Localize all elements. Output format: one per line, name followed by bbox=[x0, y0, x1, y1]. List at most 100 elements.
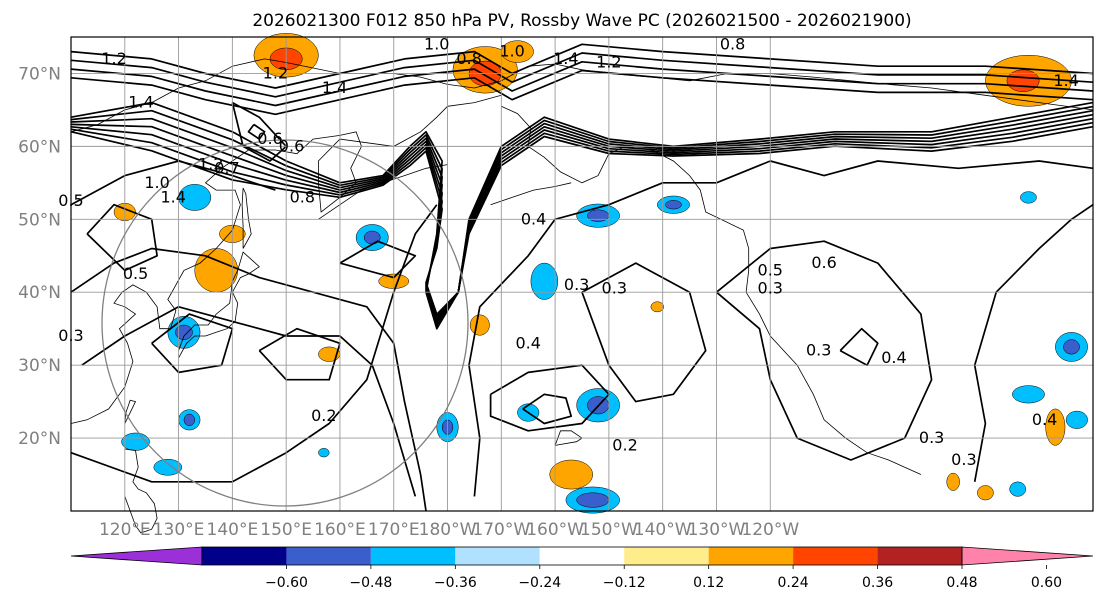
pv-contour bbox=[581, 262, 707, 403]
anomaly-patch bbox=[650, 301, 665, 313]
colorbar-tick-label: −0.12 bbox=[603, 575, 646, 591]
coastline bbox=[124, 399, 137, 424]
latitude-labels: 70°N 60°N 50°N 40°N 30°N 20°N bbox=[18, 64, 61, 449]
contour-label: 0.6 bbox=[279, 136, 304, 155]
contour-label: 1.2 bbox=[596, 53, 621, 72]
colorbar-extension-high bbox=[961, 546, 1094, 566]
contour-label: 0.7 bbox=[214, 158, 239, 177]
anomaly-patch bbox=[318, 448, 330, 458]
anomaly-patch bbox=[175, 324, 193, 340]
contour-label: 1.4 bbox=[128, 93, 153, 112]
colorbar: −0.60 −0.48 −0.36 −0.24 −0.12 0.12 0.24 0.36 0.4… bbox=[70, 546, 1094, 591]
pv-contour bbox=[70, 113, 1094, 323]
anomaly-patch bbox=[1020, 191, 1037, 204]
colorbar-bin bbox=[455, 547, 540, 565]
contour-label: 0.2 bbox=[612, 435, 637, 454]
pv-contour bbox=[151, 313, 234, 374]
colorbar-bin bbox=[793, 547, 878, 565]
anomaly-patch bbox=[549, 459, 594, 490]
colorbar-tick-label: −0.48 bbox=[349, 575, 392, 591]
contour-label: 0.3 bbox=[806, 341, 831, 360]
coastline bbox=[501, 105, 922, 475]
pv-contour bbox=[70, 69, 1094, 116]
colorbar-bin bbox=[370, 547, 456, 565]
contour-label: 0.5 bbox=[123, 264, 148, 283]
pv-contour bbox=[715, 240, 933, 461]
contour-label: 1.4 bbox=[160, 187, 185, 206]
colorbar-bin bbox=[202, 547, 287, 565]
anomaly-patch bbox=[665, 200, 682, 210]
colorbar-tick-label: −0.36 bbox=[434, 575, 477, 591]
lon-label: 120°W bbox=[741, 520, 799, 540]
lon-label: 160°E bbox=[314, 520, 366, 540]
anomaly-patch bbox=[183, 413, 195, 426]
map-background bbox=[71, 37, 1093, 511]
colorbar-tick-label: 0.12 bbox=[693, 575, 724, 591]
anomaly-patch bbox=[576, 492, 610, 508]
lon-label: 180°W bbox=[419, 520, 477, 540]
anomaly-patch bbox=[946, 472, 960, 491]
anomaly-patch bbox=[1045, 408, 1066, 446]
coastline bbox=[241, 187, 252, 249]
pv-contour bbox=[70, 101, 1094, 330]
contour-label: 0.4 bbox=[515, 333, 540, 352]
lat-lon-grid bbox=[71, 37, 1093, 511]
contour-label: 1.0 bbox=[499, 42, 524, 61]
contour-label: 0.3 bbox=[919, 428, 944, 447]
lat-label: 60°N bbox=[18, 137, 61, 157]
lon-label: 140°W bbox=[634, 520, 692, 540]
map-frame bbox=[70, 36, 1094, 512]
map-panel: 1.21.41.0 0.81.4 1.21.00.81.40.60.81.21.40… bbox=[58, 33, 1094, 534]
contour-label: 0.6 bbox=[257, 129, 282, 148]
pv-contour bbox=[489, 364, 610, 432]
contour-label: 1.2 bbox=[263, 63, 288, 82]
contour-label: 0.3 bbox=[602, 279, 627, 298]
anomaly-patch bbox=[469, 314, 490, 336]
coastline bbox=[178, 251, 260, 359]
lon-label: 140°E bbox=[207, 520, 259, 540]
contour-label: 0.6 bbox=[811, 253, 836, 272]
contour-label: 0.8 bbox=[456, 49, 481, 68]
contour-label: 1.2 bbox=[101, 49, 126, 68]
colorbar-bin bbox=[286, 547, 371, 565]
anomaly-patch bbox=[153, 458, 183, 476]
contour-label: 1.4 bbox=[322, 78, 347, 97]
pv-contour bbox=[86, 203, 158, 272]
contour-label: 0.4 bbox=[881, 348, 906, 367]
anomaly-patch bbox=[530, 262, 559, 300]
pv-contour bbox=[522, 393, 573, 425]
contour-label: 0.3 bbox=[564, 275, 589, 294]
lat-label: 30°N bbox=[18, 356, 61, 376]
lon-label: 170°E bbox=[368, 520, 420, 540]
anomaly-patch bbox=[977, 485, 994, 501]
contour-label: 0.4 bbox=[521, 209, 546, 228]
colorbar-tick-label: 0.60 bbox=[1031, 575, 1062, 591]
colorbar-outline bbox=[201, 546, 963, 566]
lon-label: 150°E bbox=[260, 520, 312, 540]
lon-label: 150°W bbox=[580, 520, 638, 540]
colorbar-bin bbox=[708, 547, 794, 565]
coastline bbox=[554, 430, 583, 446]
pv-contour bbox=[839, 327, 879, 367]
contour-label: 0.2 bbox=[311, 406, 336, 425]
contour-label: 1.4 bbox=[553, 49, 578, 68]
lon-label: 130°E bbox=[153, 520, 205, 540]
colorbar-tick-label: 0.36 bbox=[862, 575, 893, 591]
colorbar-tick-label: 0.24 bbox=[778, 575, 809, 591]
colorbar-bins bbox=[70, 546, 1094, 566]
coastline bbox=[124, 448, 158, 534]
contour-label: 1.4 bbox=[1053, 71, 1078, 90]
anomaly-patch bbox=[1012, 385, 1045, 404]
pv-contour bbox=[70, 125, 1094, 316]
contour-label: 0.8 bbox=[720, 34, 745, 53]
contour-label: 1.0 bbox=[424, 34, 449, 53]
colorbar-tick-label: −0.24 bbox=[518, 575, 561, 591]
pv-contour bbox=[70, 121, 1094, 318]
lat-label: 40°N bbox=[18, 283, 61, 303]
lon-label: 170°W bbox=[472, 520, 530, 540]
lon-label: 130°W bbox=[688, 520, 746, 540]
anomaly-patch bbox=[1009, 481, 1027, 497]
contour-label: 1.2 bbox=[198, 155, 223, 174]
pv-contour bbox=[258, 327, 341, 381]
